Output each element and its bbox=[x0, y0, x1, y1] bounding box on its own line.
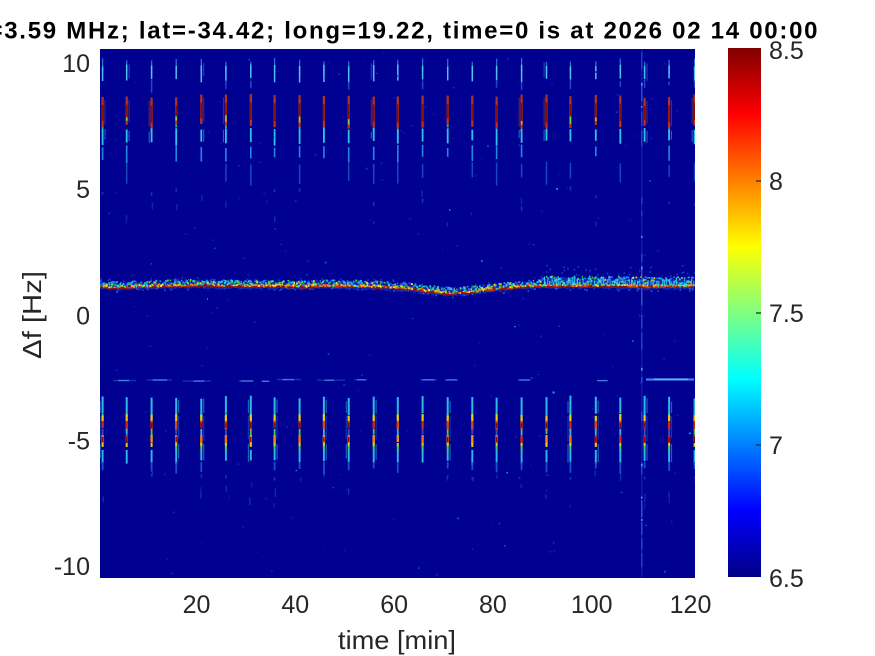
svg-text:6.5: 6.5 bbox=[769, 565, 804, 593]
svg-text:5: 5 bbox=[76, 176, 90, 204]
svg-text:60: 60 bbox=[380, 591, 408, 619]
svg-text:-10: -10 bbox=[54, 553, 90, 581]
svg-text:Δf [Hz]: Δf [Hz] bbox=[17, 271, 47, 359]
svg-text:40: 40 bbox=[281, 591, 309, 619]
svg-text:7.5: 7.5 bbox=[769, 300, 804, 328]
svg-text:8: 8 bbox=[769, 168, 783, 196]
svg-text:8.5: 8.5 bbox=[769, 37, 804, 65]
svg-text:100: 100 bbox=[571, 591, 613, 619]
svg-text:20: 20 bbox=[183, 591, 211, 619]
svg-text:10: 10 bbox=[62, 50, 90, 78]
svg-text:80: 80 bbox=[479, 591, 507, 619]
svg-text:0: 0 bbox=[76, 302, 90, 330]
svg-text:-5: -5 bbox=[68, 428, 90, 456]
svg-text:=3.59 MHz; lat=-34.42; long=1: =3.59 MHz; lat=-34.42; long=19.22, time=… bbox=[0, 18, 817, 45]
svg-text:120: 120 bbox=[670, 591, 712, 619]
svg-text:7: 7 bbox=[769, 432, 783, 460]
svg-text:time [min]: time [min] bbox=[338, 625, 456, 655]
